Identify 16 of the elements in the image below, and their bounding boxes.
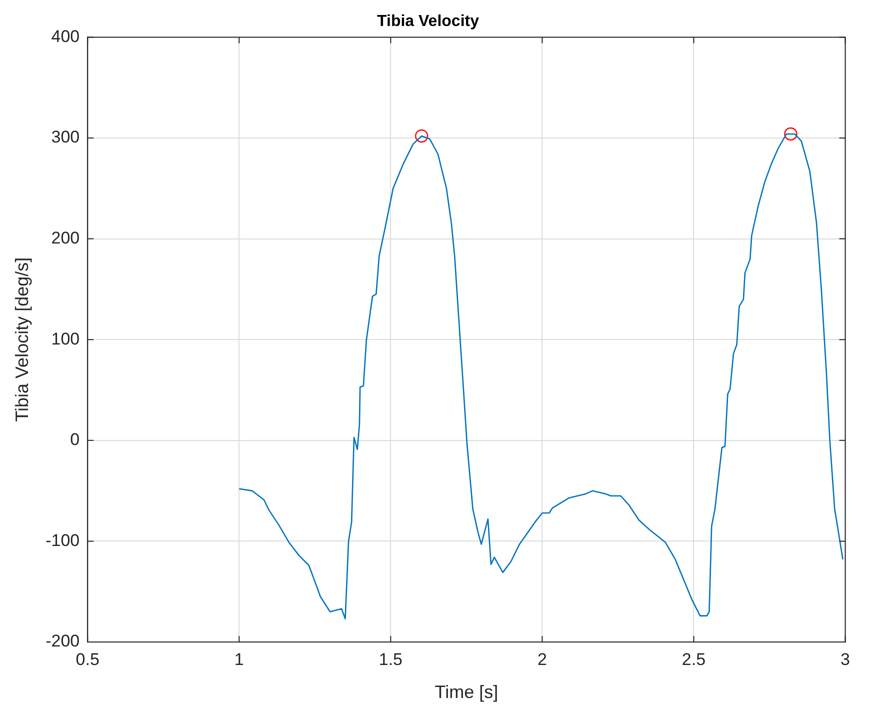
y-tick-label: 100 <box>51 329 80 348</box>
y-tick-label: -100 <box>46 530 80 550</box>
x-tick-label: 0.5 <box>76 650 100 669</box>
x-tick-label: 1.5 <box>378 650 403 669</box>
x-tick-label: 3 <box>840 650 850 669</box>
x-tick-label: 1 <box>234 650 244 669</box>
y-axis-title: Tibia Velocity [deg/s] <box>12 257 32 422</box>
x-tick-label: 2 <box>537 650 547 669</box>
x-tick-label: 2.5 <box>682 650 706 669</box>
y-tick-label: 200 <box>51 228 80 248</box>
chart-title: Tibia Velocity <box>377 13 480 30</box>
y-tick-label: -200 <box>46 632 80 651</box>
y-tick-label: 0 <box>70 430 80 450</box>
y-tick-label: 400 <box>51 26 80 46</box>
y-tick-label: 300 <box>51 128 80 147</box>
x-axis-title: Time [s] <box>434 682 498 702</box>
